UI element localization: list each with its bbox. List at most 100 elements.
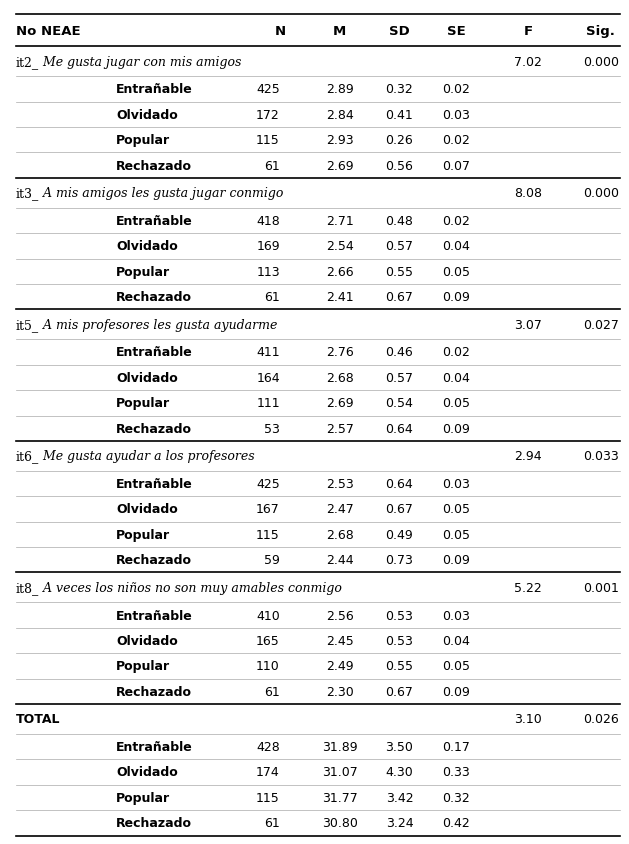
Text: 411: 411 [256,346,280,359]
Text: 0.32: 0.32 [442,791,470,804]
Text: Rechazado: Rechazado [116,554,192,566]
Text: Me gusta ayudar a los profesores: Me gusta ayudar a los profesores [39,450,255,463]
Text: 0.05: 0.05 [442,528,470,541]
Text: 2.53: 2.53 [326,478,353,490]
Text: Olvidado: Olvidado [116,371,178,384]
Text: Entrañable: Entrañable [116,346,193,359]
Text: Olvidado: Olvidado [116,634,178,647]
Text: 0.02: 0.02 [442,346,470,359]
Text: 0.09: 0.09 [442,554,470,566]
Text: 61: 61 [264,816,280,830]
Text: it8_: it8_ [16,582,39,594]
Text: 31.77: 31.77 [322,791,357,804]
Text: Sig.: Sig. [586,24,615,38]
Text: 2.69: 2.69 [326,160,353,172]
Text: 2.66: 2.66 [326,265,353,279]
Text: 0.55: 0.55 [386,265,413,279]
Text: Rechazado: Rechazado [116,422,192,436]
Text: 31.07: 31.07 [322,766,357,778]
Text: 0.67: 0.67 [386,685,413,698]
Text: 2.57: 2.57 [326,422,353,436]
Text: Entrañable: Entrañable [116,478,193,490]
Text: Entrañable: Entrañable [116,214,193,228]
Text: 0.41: 0.41 [386,109,413,122]
Text: 2.47: 2.47 [326,503,353,516]
Text: 0.42: 0.42 [442,816,470,830]
Text: 425: 425 [256,478,280,490]
Text: 113: 113 [256,265,280,279]
Text: 0.26: 0.26 [386,134,413,147]
Text: 0.07: 0.07 [442,160,470,172]
Text: 0.033: 0.033 [583,450,618,463]
Text: 0.67: 0.67 [386,291,413,304]
Text: 115: 115 [256,528,280,541]
Text: 0.48: 0.48 [386,214,413,228]
Text: 3.10: 3.10 [515,712,542,726]
Text: Popular: Popular [116,134,170,147]
Text: 0.49: 0.49 [386,528,413,541]
Text: 0.04: 0.04 [442,634,470,647]
Text: Entrañable: Entrañable [116,740,193,753]
Text: 0.000: 0.000 [582,187,619,200]
Text: 0.64: 0.64 [386,422,413,436]
Text: Popular: Popular [116,265,170,279]
Text: Olvidado: Olvidado [116,766,178,778]
Text: 31.89: 31.89 [322,740,357,753]
Text: 61: 61 [264,685,280,698]
Text: 2.45: 2.45 [326,634,353,647]
Text: 0.46: 0.46 [386,346,413,359]
Text: 165: 165 [256,634,280,647]
Text: 2.49: 2.49 [326,659,353,673]
Text: 7.02: 7.02 [515,56,542,68]
Text: Rechazado: Rechazado [116,685,192,698]
Text: 61: 61 [264,291,280,304]
Text: 0.04: 0.04 [442,371,470,384]
Text: 2.71: 2.71 [326,214,353,228]
Text: 0.001: 0.001 [582,582,619,594]
Text: 0.67: 0.67 [386,503,413,516]
Text: 0.57: 0.57 [386,240,413,253]
Text: Popular: Popular [116,528,170,541]
Text: F: F [524,24,533,38]
Text: 53: 53 [264,422,280,436]
Text: 2.84: 2.84 [326,109,353,122]
Text: 0.55: 0.55 [386,659,413,673]
Text: 2.89: 2.89 [326,84,353,96]
Text: 0.09: 0.09 [442,422,470,436]
Text: 30.80: 30.80 [321,816,358,830]
Text: Popular: Popular [116,791,170,804]
Text: 0.02: 0.02 [442,84,470,96]
Text: 2.44: 2.44 [326,554,353,566]
Text: 0.53: 0.53 [386,634,413,647]
Text: N: N [274,24,286,38]
Text: Olvidado: Olvidado [116,109,178,122]
Text: Popular: Popular [116,659,170,673]
Text: 111: 111 [256,397,280,410]
Text: it3_: it3_ [16,187,39,200]
Text: 418: 418 [256,214,280,228]
Text: 2.69: 2.69 [326,397,353,410]
Text: 0.03: 0.03 [442,478,470,490]
Text: 0.02: 0.02 [442,214,470,228]
Text: Me gusta jugar con mis amigos: Me gusta jugar con mis amigos [39,56,242,68]
Text: 0.09: 0.09 [442,291,470,304]
Text: 0.026: 0.026 [583,712,618,726]
Text: 0.56: 0.56 [386,160,413,172]
Text: M: M [333,24,347,38]
Text: 115: 115 [256,791,280,804]
Text: 115: 115 [256,134,280,147]
Text: 4.30: 4.30 [386,766,413,778]
Text: 2.93: 2.93 [326,134,353,147]
Text: A mis amigos les gusta jugar conmigo: A mis amigos les gusta jugar conmigo [39,187,283,200]
Text: 5.22: 5.22 [515,582,542,594]
Text: 3.07: 3.07 [515,318,542,332]
Text: 174: 174 [256,766,280,778]
Text: 0.05: 0.05 [442,659,470,673]
Text: Olvidado: Olvidado [116,240,178,253]
Text: it6_: it6_ [16,450,39,463]
Text: 2.94: 2.94 [515,450,542,463]
Text: 0.000: 0.000 [582,56,619,68]
Text: 3.24: 3.24 [386,816,413,830]
Text: SD: SD [389,24,409,38]
Text: 0.09: 0.09 [442,685,470,698]
